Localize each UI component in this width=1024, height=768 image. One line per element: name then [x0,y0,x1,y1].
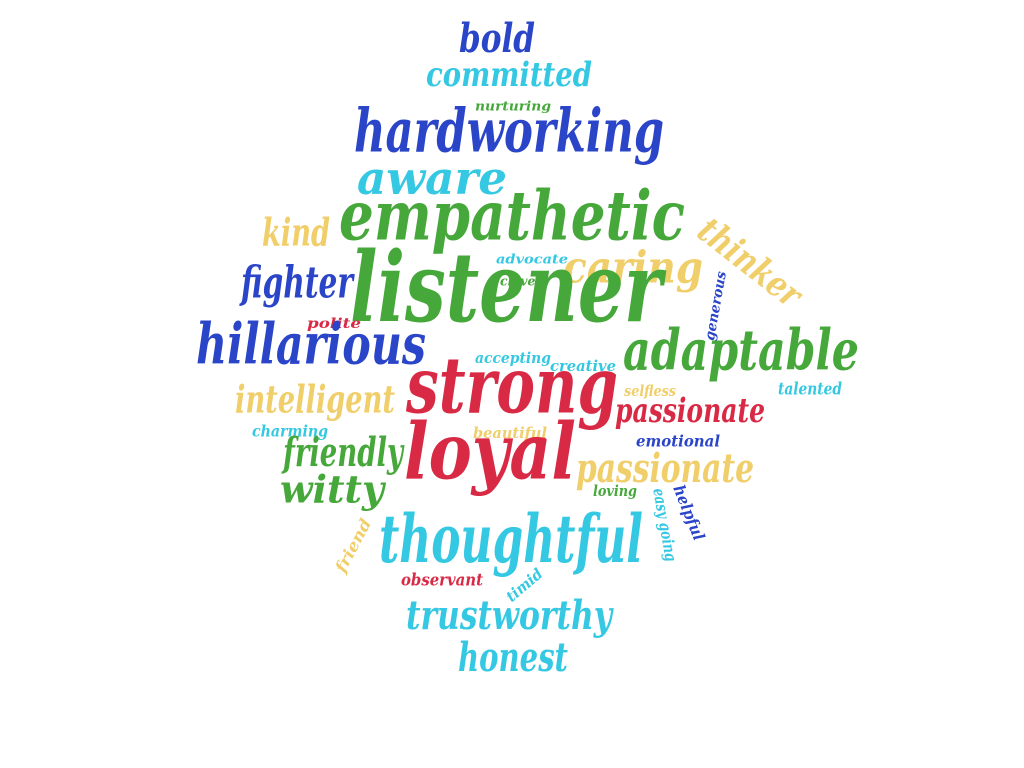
word-trustworthy: trustworthy [406,592,614,639]
word-empathetic: empathetic [339,177,685,257]
word-beautiful: beautiful [473,424,547,442]
word-hardworking: hardworking [354,97,664,167]
word-selfless: selfless [624,382,676,400]
word-talented: talented [778,380,842,400]
word-loyal: loyal [404,407,576,498]
word-witty: witty [280,467,387,512]
word-committed: committed [426,55,592,95]
word-clever: clever [500,275,543,290]
word-hillarious: hillarious [196,312,426,378]
word-observant: observant [401,571,483,591]
word-caring: caring [563,243,703,294]
word-friendly: friendly [281,429,405,476]
word-thoughtful: thoughtful [379,500,643,578]
word-fighter: fighter [239,258,355,309]
word-honest: honest [458,634,568,681]
word-advocate: advocate [496,253,568,268]
word-aware: aware [357,151,507,205]
word-kind: kind [262,210,330,255]
word-emotional: emotional [636,432,720,451]
word-strong: strong [405,341,618,432]
word-adaptable: adaptable [623,318,859,384]
word-charming: charming [252,422,328,441]
word-bold: bold [459,15,535,62]
word-friend: friend [331,515,376,576]
word-creative: creative [550,357,616,375]
word-listener: listener [350,231,667,344]
word-intelligent: intelligent [235,377,395,422]
word-polite: polite [307,316,361,332]
word-accepting: accepting [475,349,551,367]
word-passionate: passionate [615,391,765,431]
word-loving: loving [593,482,637,500]
word-nurturing: nurturing [475,100,551,115]
word-passionate: passionate [576,445,754,492]
